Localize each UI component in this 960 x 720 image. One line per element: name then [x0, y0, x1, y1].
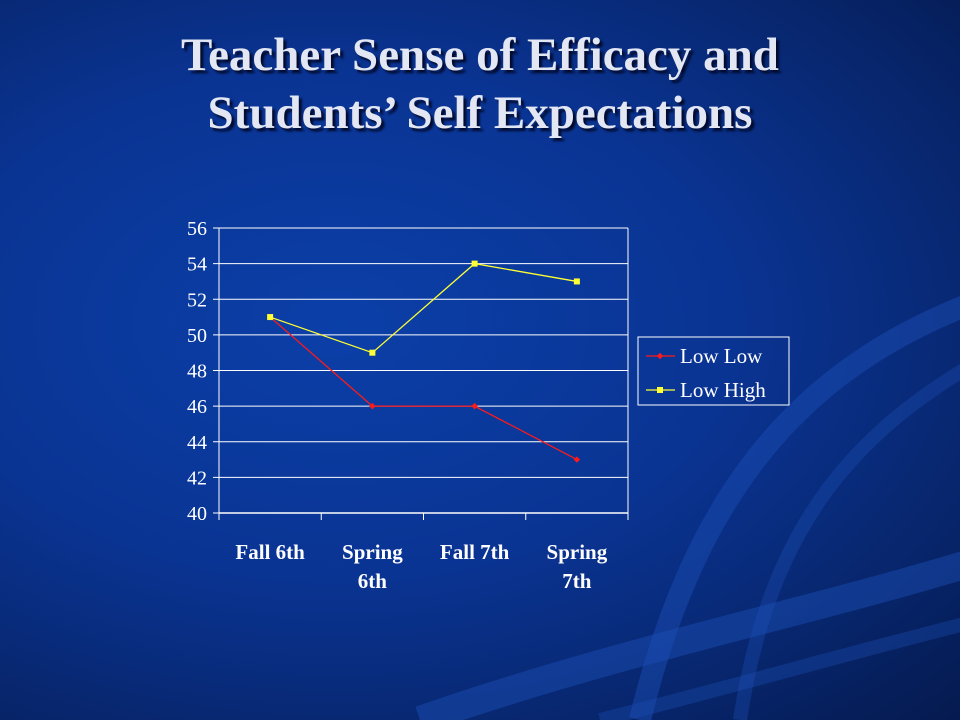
data-point-low-low-1	[369, 402, 376, 410]
x-tick-label-2-0: Fall 7th	[440, 540, 510, 564]
legend-marker-low-high	[657, 387, 663, 393]
legend-marker-low-low	[656, 352, 664, 360]
slide-title-line-2: Students’ Self Expectations	[207, 87, 753, 139]
y-tick-label-50: 50	[187, 325, 207, 347]
x-tick-label-0-0: Fall 6th	[235, 540, 305, 564]
y-tick-label-42: 42	[187, 467, 207, 489]
x-tick-label-3-0: Spring	[547, 540, 608, 564]
y-tick-label-52: 52	[187, 289, 207, 311]
y-tick-label-46: 46	[187, 396, 207, 418]
legend-label-low-low: Low Low	[680, 344, 763, 368]
slide-title: Teacher Sense of Efficacy and Students’ …	[0, 26, 960, 142]
y-tick-label-44: 44	[187, 432, 207, 454]
series-line-low-high	[269, 262, 577, 354]
x-tick-label-1-0: Spring	[342, 540, 403, 564]
series-line-low-low	[269, 316, 578, 461]
x-tick-label-3-1: 7th	[562, 569, 591, 593]
legend-label-low-high: Low High	[680, 378, 766, 402]
x-tick-label-1-1: 6th	[358, 569, 387, 593]
y-tick-label-40: 40	[187, 503, 207, 525]
y-tick-label-56: 56	[187, 218, 207, 240]
slide-title-line-1: Teacher Sense of Efficacy and	[181, 29, 779, 81]
data-point-low-high-1	[369, 349, 376, 356]
y-tick-label-48: 48	[187, 361, 207, 383]
data-point-low-high-2	[471, 260, 478, 267]
data-point-low-low-2	[471, 402, 478, 410]
legend-box	[637, 336, 790, 406]
data-point-low-low-3	[573, 456, 581, 463]
data-point-low-high-0	[267, 314, 274, 321]
data-point-low-high-3	[573, 278, 580, 285]
y-tick-label-54: 54	[187, 254, 207, 276]
